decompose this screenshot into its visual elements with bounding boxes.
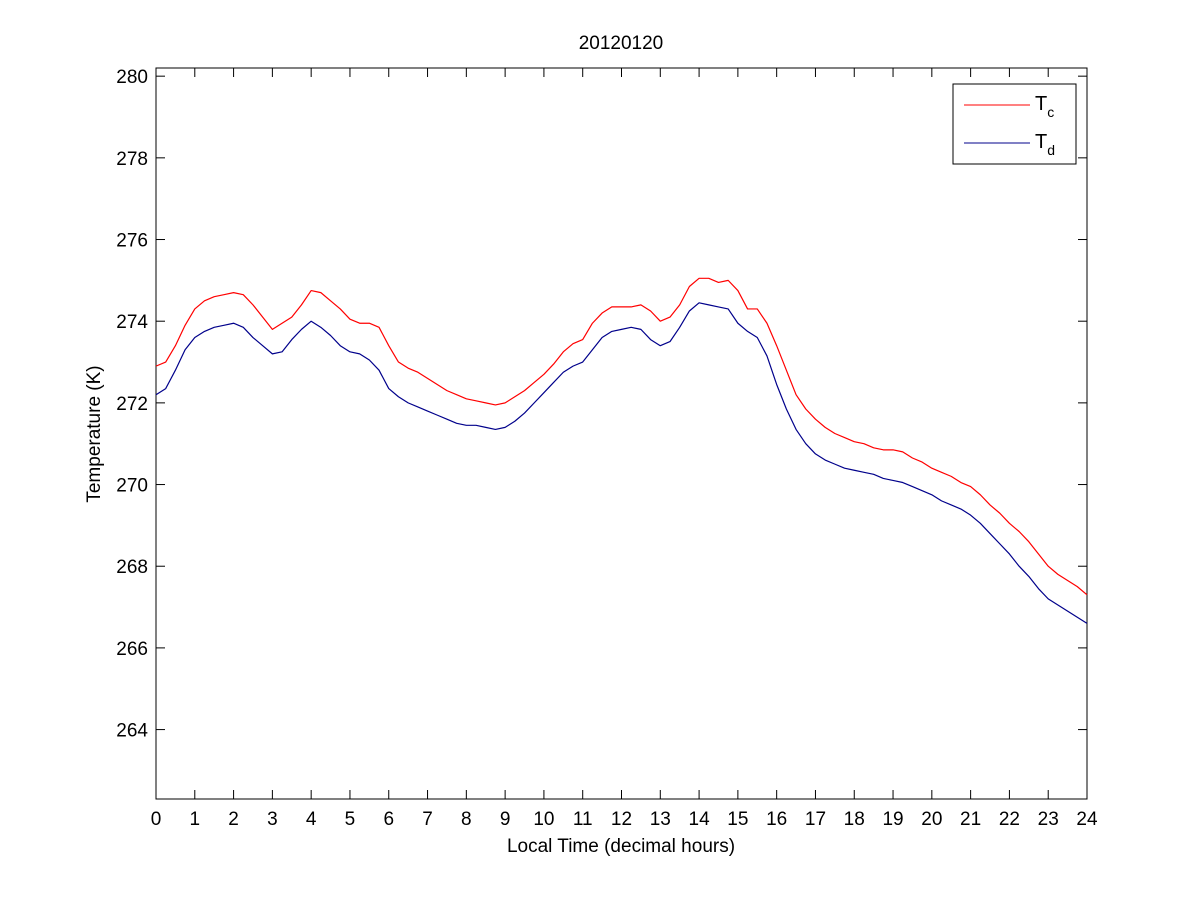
x-tick-label: 1 bbox=[190, 809, 201, 830]
y-tick-label: 268 bbox=[116, 557, 148, 578]
x-tick-label: 6 bbox=[383, 809, 394, 830]
y-tick-label: 272 bbox=[116, 394, 148, 415]
series-layer bbox=[155, 277, 1088, 624]
x-tick-label: 9 bbox=[500, 809, 511, 830]
x-tick-label: 4 bbox=[306, 809, 317, 830]
x-tick-label: 10 bbox=[533, 809, 554, 830]
axes-frame bbox=[155, 67, 1088, 800]
y-axis-label: Temperature (K) bbox=[84, 365, 105, 502]
x-tick-label: 16 bbox=[766, 809, 787, 830]
x-tick-label: 20 bbox=[921, 809, 942, 830]
y-tick-label: 264 bbox=[116, 721, 148, 742]
x-tick-label: 15 bbox=[727, 809, 748, 830]
x-tick-label: 2 bbox=[228, 809, 239, 830]
x-tick-label: 24 bbox=[1076, 809, 1098, 830]
y-tick-label: 278 bbox=[116, 149, 148, 170]
x-tick-label: 0 bbox=[151, 809, 162, 830]
series-line-tc bbox=[155, 277, 1088, 596]
x-tick-label: 7 bbox=[422, 809, 433, 830]
y-tick-label: 276 bbox=[116, 231, 148, 252]
x-tick-label: 13 bbox=[650, 809, 671, 830]
x-tick-label: 22 bbox=[999, 809, 1020, 830]
y-tick-label: 270 bbox=[116, 476, 148, 497]
x-axis-ticks: 0 1 2 3 4 5 6 7 8 9 10 11 12 13 14 15 16 17 18 19 20 21 22 23 24 bbox=[151, 68, 1098, 830]
y-axis-ticks: 264 266 268 270 272 274 276 278 280 bbox=[116, 67, 1087, 742]
x-axis-label: Local Time (decimal hours) bbox=[507, 836, 735, 857]
x-tick-label: 11 bbox=[573, 809, 593, 830]
y-tick-label: 280 bbox=[116, 67, 148, 88]
legend-box bbox=[952, 83, 1077, 165]
x-tick-label: 3 bbox=[267, 809, 278, 830]
legend-label-td: Td bbox=[1035, 131, 1055, 158]
x-tick-label: 18 bbox=[844, 809, 865, 830]
x-tick-label: 14 bbox=[689, 809, 711, 830]
legend-label-tc: Tc bbox=[1035, 93, 1054, 120]
x-tick-label: 8 bbox=[461, 809, 472, 830]
x-tick-label: 17 bbox=[805, 809, 826, 830]
chart-title: 20120120 bbox=[579, 33, 664, 54]
x-tick-label: 23 bbox=[1038, 809, 1059, 830]
x-tick-label: 5 bbox=[345, 809, 356, 830]
y-tick-label: 266 bbox=[116, 639, 148, 660]
x-tick-label: 21 bbox=[960, 809, 981, 830]
y-tick-label: 274 bbox=[116, 312, 148, 333]
x-tick-label: 19 bbox=[882, 809, 903, 830]
x-tick-label: 12 bbox=[611, 809, 632, 830]
series-line-td bbox=[155, 302, 1088, 624]
plot-area: 0 1 2 3 4 5 6 7 8 9 10 11 12 13 14 15 16 17 18 19 20 21 22 23 24… bbox=[116, 67, 1098, 830]
legend: Tc Td bbox=[952, 83, 1077, 165]
